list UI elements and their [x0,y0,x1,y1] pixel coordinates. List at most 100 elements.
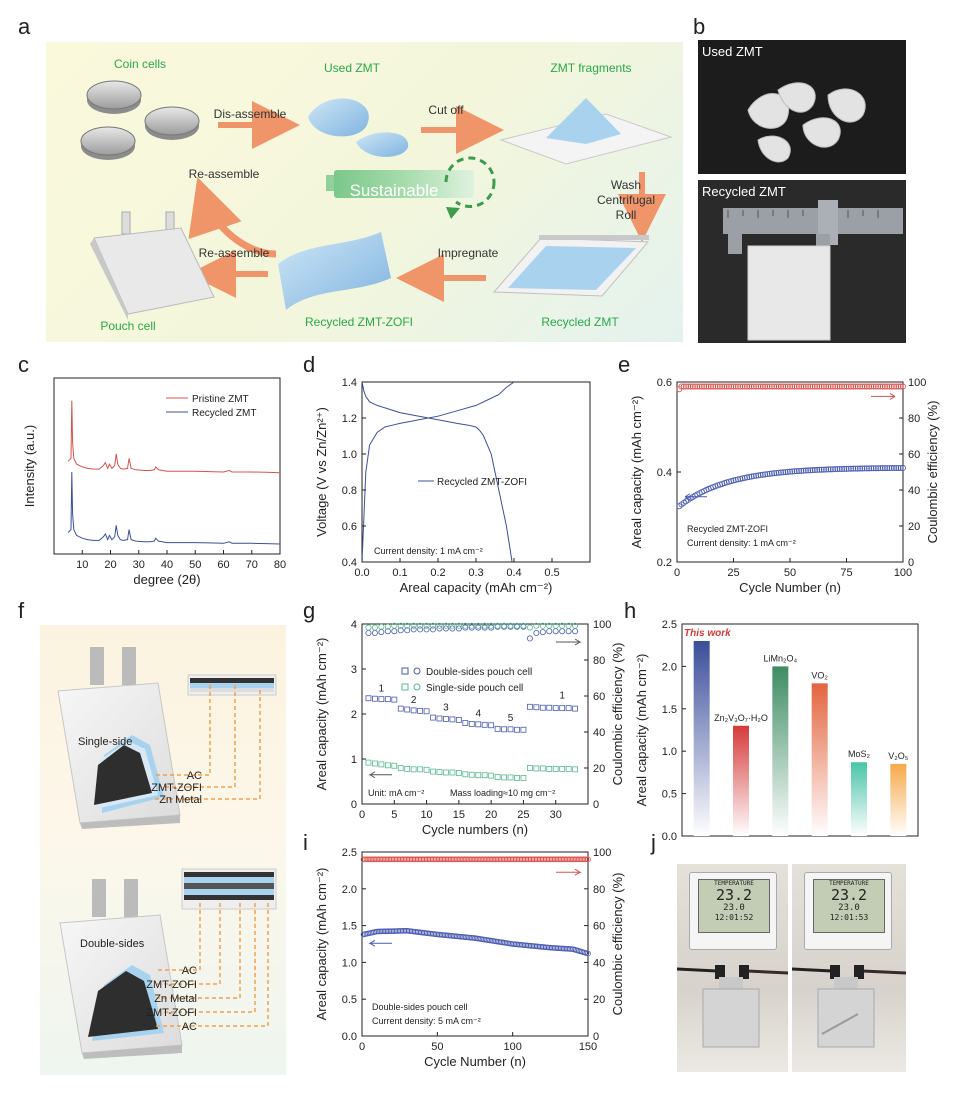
label-re-assemble-top: Re-assemble [189,167,260,181]
efficiency-point [689,383,696,390]
efficiency-point [800,383,807,390]
capacity-point [744,474,751,481]
efficiency-point [694,383,701,390]
x-axis-label: Areal capacity (mAh cm⁻²) [400,580,553,595]
single-efficiency-point [430,622,437,629]
legend-label-1: Recycled ZMT [192,408,256,419]
pouch-cell-right [792,965,906,1048]
efficiency-point [825,383,832,390]
efficiency-point [827,383,834,390]
chart-annotation: Current density: 1 mA cm⁻² [374,546,483,556]
single-capacity-point [526,765,533,771]
efficiency-point [884,383,891,390]
x-tick-label: 0.4 [506,567,521,579]
capacity-point [848,465,855,472]
x-tick-label: 20 [485,809,497,821]
double-efficiency-point [378,629,385,636]
efficiency-point [829,383,836,390]
efficiency-point [753,383,760,390]
double-efficiency-point [449,625,456,632]
single-capacity-point [546,765,553,772]
double-efficiency-point [481,624,488,631]
label-sustainable: Sustainable [350,181,439,200]
double-capacity-point [443,716,449,722]
single-capacity-point [468,771,475,778]
single-efficiency-point [442,622,449,629]
efficiency-point [814,383,821,390]
double-capacity-point [514,726,520,733]
double-capacity-point [468,721,475,727]
chart-i: 0 50 100 1500.00.51.01.52.02.5020406080100C… [314,847,625,1069]
x-axis-label: Cycle Number (n) [739,580,841,595]
efficiency-point [748,383,755,390]
recycled-zmt-photo-label: Recycled ZMT [702,184,786,199]
double-layer-3: ZMT-ZOFI [146,1007,197,1019]
double-capacity-point [488,722,495,729]
y-tick-label: 3 [351,664,357,676]
y-tick-label: 0.8 [342,485,357,497]
x-tick-label: 0.5 [544,567,559,579]
x-tick-label: 0.1 [392,567,407,579]
single-efficiency-point [468,622,475,629]
x-tick-label: 50 [784,567,796,579]
double-efficiency-point [455,625,462,632]
efficiency-point [719,383,726,390]
label-cut-off: Cut off [428,103,464,117]
capacity-point [888,465,895,472]
efficiency-point [730,383,737,390]
single-capacity-point [494,774,501,780]
double-capacity-point [372,695,378,702]
single-capacity-point [443,769,449,776]
panel-label-a: a [18,14,31,39]
double-efficiency-point [417,626,424,633]
efficiency-point [807,383,814,390]
plot-frame [361,381,591,563]
capacity-point [836,466,843,473]
label-impregnate: Impregnate [438,246,499,260]
recycled-zmt-image [492,235,650,297]
efficiency-point [582,856,588,863]
x-tick-label: 40 [161,559,173,571]
chart-annotation-left: Unit: mA cm⁻² [368,788,424,798]
efficiency-point [712,383,719,390]
efficiency-point [791,383,798,390]
double-capacity-point [481,721,488,728]
efficiency-point [716,383,723,390]
efficiency-point [710,383,717,390]
single-efficiency-point [572,622,579,629]
y-axis-label: Intensity (a.u.) [22,425,37,507]
capacity-point [877,465,884,472]
panel-a: Coin cells Used ZMT ZMT fragments Dis-as… [46,42,683,342]
single-efficiency-point [565,622,572,629]
single-capacity-point [449,769,456,776]
zmt-fragments-image [499,98,673,165]
y-tick-label: 4 [351,619,357,631]
double-capacity-point [520,726,527,733]
single-efficiency-point [384,623,391,630]
capacity-point [746,473,753,480]
efficiency-point [899,383,906,390]
capacity-point [832,466,839,473]
double-efficiency-point [371,629,378,636]
double-efficiency-point [572,628,579,635]
rate-label: 1 [379,684,385,695]
double-efficiency-point [410,626,417,633]
efficiency-point [764,383,771,390]
efficiency-point [872,383,879,390]
single-capacity-point [488,772,495,779]
therm-left-hum: 23.0 [723,903,745,913]
panel-label-e: e [618,352,631,377]
capacity-point [843,465,850,472]
capacity-point [793,468,800,475]
label-coin-cells: Coin cells [114,57,166,71]
double-efficiency-point [565,628,572,635]
label-used-zmt: Used ZMT [324,61,381,75]
capacity-point [757,472,764,479]
capacity-point [771,470,778,477]
efficiency-point [836,383,843,390]
capacity-point [755,472,762,479]
single-capacity-point [378,761,385,768]
efficiency-point [879,383,886,390]
capacity-point [780,469,787,476]
efficiency-point [768,383,775,390]
